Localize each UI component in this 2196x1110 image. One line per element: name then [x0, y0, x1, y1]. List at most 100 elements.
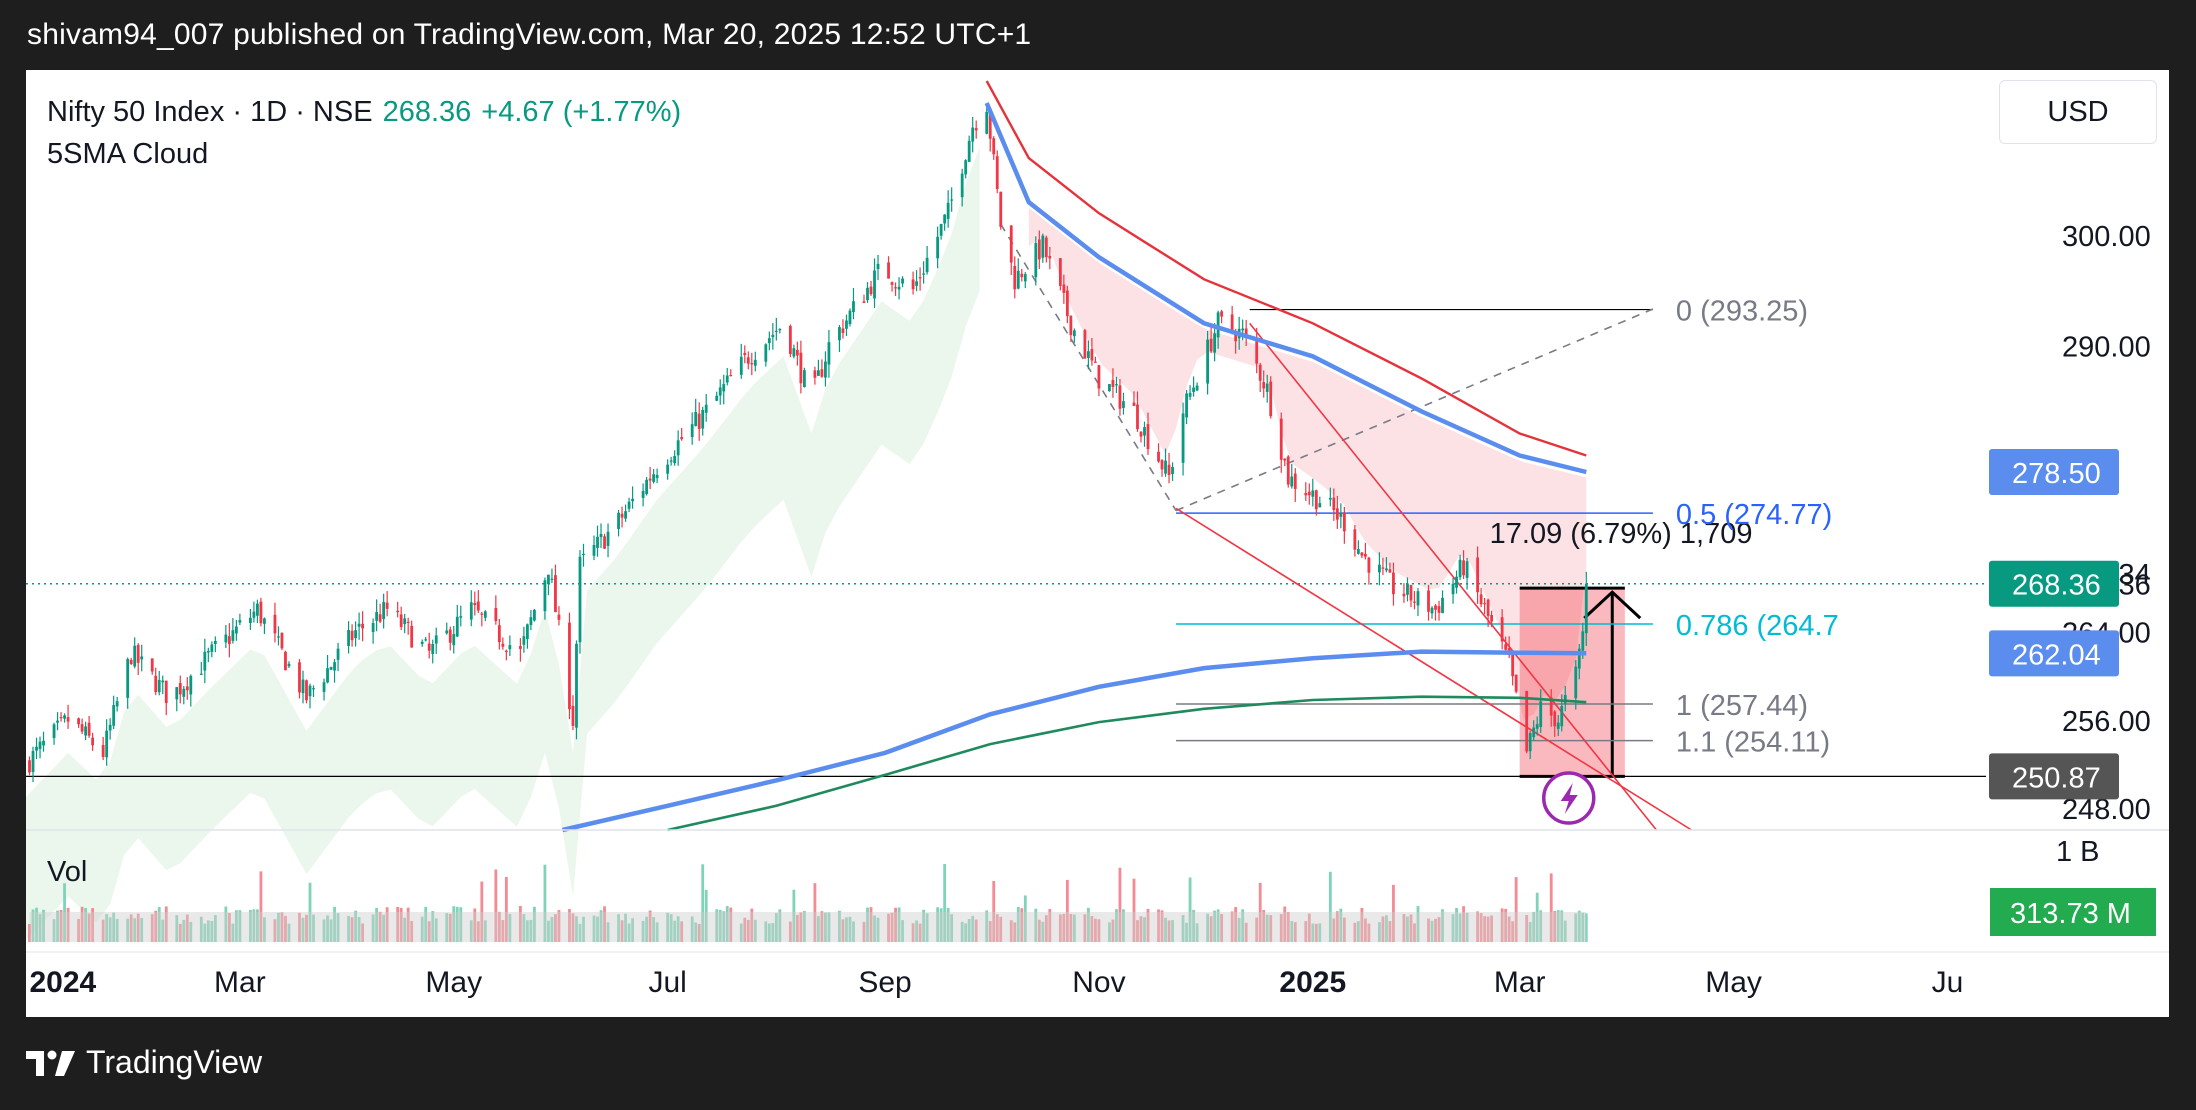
- candle-125: [641, 483, 645, 507]
- candle-body: [238, 620, 242, 623]
- volume-bar-223: [1118, 867, 1122, 942]
- candle-body: [455, 616, 459, 637]
- candle-31: [178, 675, 182, 704]
- candle-79: [410, 620, 414, 648]
- candle-body: [1458, 559, 1462, 578]
- volume-bar-90: [469, 920, 473, 942]
- candle-13: [87, 715, 91, 738]
- indicator-legend[interactable]: 5SMA Cloud: [47, 138, 209, 170]
- candle-body: [126, 659, 130, 698]
- volume-bar-287: [1434, 918, 1437, 942]
- candle-body: [592, 544, 596, 556]
- volume-bar-290: [1451, 914, 1455, 942]
- symbol-legend[interactable]: Nifty 50 Index · 1D · NSE 268.36 +4.67 (+1…: [47, 96, 681, 129]
- volume-legend[interactable]: Vol: [47, 856, 88, 888]
- volume-bar-171: [866, 907, 869, 942]
- volume-bar-43: [234, 910, 238, 942]
- candle-body: [305, 680, 308, 701]
- volume-bar-243: [1216, 909, 1220, 942]
- candle-body: [1332, 497, 1336, 510]
- candle-184: [925, 245, 929, 275]
- overlay-0: [985, 80, 1587, 457]
- volume-bar-159: [802, 911, 806, 942]
- volume-bar-113: [578, 923, 582, 942]
- volume-bar-288: [1437, 917, 1441, 942]
- candle-163: [824, 351, 827, 387]
- candle-body: [1356, 549, 1360, 554]
- volume-bar-118: [603, 906, 606, 942]
- candle-body: [234, 626, 238, 634]
- volume-bar-162: [820, 911, 824, 942]
- candle-0: [28, 756, 31, 776]
- candle-body: [38, 741, 42, 749]
- volume-bar-124: [631, 918, 634, 942]
- candle-body: [543, 580, 547, 612]
- volume-bar-57: [305, 914, 308, 942]
- candle-112: [575, 640, 578, 740]
- candle-body: [87, 722, 91, 736]
- candle-282: [1409, 584, 1413, 608]
- volume-bar-214: [1072, 914, 1076, 942]
- candle-24: [140, 644, 144, 672]
- fib-label-1: 1 (257.44): [1676, 690, 1808, 722]
- candle-100: [518, 637, 522, 662]
- candle-body: [277, 636, 280, 638]
- candle-283: [1413, 590, 1416, 610]
- candle-148: [750, 352, 754, 376]
- volume-bar-182: [918, 923, 922, 942]
- candle-body: [722, 384, 726, 392]
- volume-bar-240: [1206, 913, 1210, 942]
- candle-222: [1115, 376, 1118, 394]
- candle-body: [1111, 379, 1115, 387]
- candle-190: [960, 168, 964, 207]
- candle-body: [434, 635, 438, 644]
- candle-288: [1437, 600, 1441, 621]
- price-chart[interactable]: 17.09 (6.79%) 1,709 0 (293.25) 0.5 (274.77…: [26, 70, 2169, 1017]
- candle-195: [985, 106, 989, 135]
- candle-171: [866, 282, 869, 303]
- volume-bar-228: [1143, 917, 1146, 942]
- candle-316: [1577, 643, 1581, 680]
- footer-brand[interactable]: TradingView: [26, 1044, 262, 1081]
- fib-label-0.5: 0.5 (274.77): [1676, 499, 1832, 531]
- candle-36: [203, 638, 207, 684]
- volume-bar-6: [56, 910, 59, 942]
- candle-body: [1048, 255, 1052, 259]
- candle-body: [31, 751, 35, 773]
- volume-bar-174: [876, 917, 880, 942]
- volume-bar-67: [354, 910, 357, 942]
- candle-27: [157, 670, 161, 696]
- currency-button[interactable]: USD: [1999, 80, 2157, 144]
- candle-183: [922, 261, 926, 284]
- volume-bar-88: [455, 906, 459, 942]
- volume-badge: 313.73 M: [1990, 888, 2156, 936]
- candle-260: [1304, 482, 1308, 501]
- volume-bar-42: [231, 923, 235, 942]
- candle-170: [862, 294, 866, 304]
- candle-body: [301, 679, 305, 694]
- candle-body: [1581, 631, 1585, 651]
- candle-215: [1083, 328, 1087, 359]
- candle-body: [1483, 603, 1487, 605]
- chart-panel[interactable]: 17.09 (6.79%) 1,709 0 (293.25) 0.5 (274.77…: [26, 70, 2169, 1017]
- candle-217: [1090, 338, 1094, 366]
- volume-bar-213: [1069, 913, 1073, 942]
- volume-bar-261: [1307, 913, 1311, 942]
- volume-bar-233: [1167, 920, 1171, 942]
- volume-bar-80: [420, 916, 424, 942]
- volume-bar-12: [84, 908, 88, 942]
- candle-body: [697, 413, 701, 429]
- candle-body: [620, 513, 624, 518]
- candle-body: [312, 688, 315, 690]
- candle-145: [739, 343, 743, 379]
- volume-bar-138: [701, 864, 705, 942]
- candle-body: [1286, 456, 1290, 485]
- candle-body: [1490, 614, 1494, 622]
- candle-306: [1528, 730, 1532, 760]
- candle-body: [504, 650, 508, 652]
- volume-bar-115: [592, 915, 596, 942]
- volume-bar-211: [1062, 913, 1066, 942]
- candle-238: [1192, 376, 1195, 397]
- volume-bar-0: [28, 923, 31, 942]
- candle-28: [161, 675, 165, 695]
